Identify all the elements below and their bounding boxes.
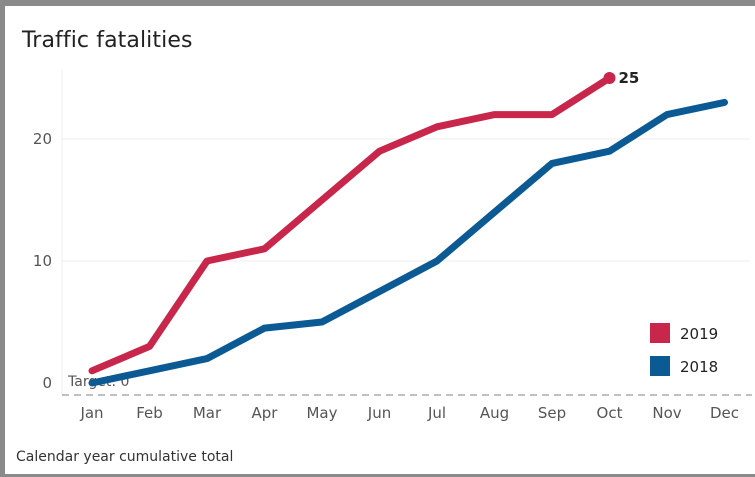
x-tick-label-aug: Aug xyxy=(480,404,509,422)
x-tick-label-sep: Sep xyxy=(538,404,566,422)
x-tick-label-jul: Jul xyxy=(427,404,446,422)
chart-footnote: Calendar year cumulative total xyxy=(16,449,234,465)
end-value-label: 25 xyxy=(619,69,640,87)
legend-label-2019: 2019 xyxy=(680,325,718,343)
x-tick-label-jan: Jan xyxy=(79,404,103,422)
x-axis-ticks: Jan Feb Mar Apr May Jun Jul Aug Sep Oct Nov Dec xyxy=(79,404,739,422)
series-line-2018 xyxy=(88,98,728,387)
x-tick-label-feb: Feb xyxy=(136,404,163,422)
gridlines xyxy=(61,70,750,395)
y-axis-ticks: 0 10 20 xyxy=(33,130,52,392)
series-lines xyxy=(88,74,728,387)
y-tick-label: 10 xyxy=(33,252,52,270)
x-tick-label-mar: Mar xyxy=(193,404,222,422)
chart-title: Traffic fatalities xyxy=(22,28,193,53)
legend-label-2018: 2018 xyxy=(680,358,718,376)
x-tick-label-jun: Jun xyxy=(367,404,391,422)
series-line-2019 xyxy=(88,74,613,375)
x-tick-label-nov: Nov xyxy=(652,404,681,422)
x-tick-label-apr: Apr xyxy=(252,404,279,422)
legend-swatch-2018 xyxy=(650,356,670,376)
x-tick-label-may: May xyxy=(306,404,337,422)
y-tick-label: 0 xyxy=(42,374,52,392)
x-tick-label-dec: Dec xyxy=(710,404,739,422)
legend: 2019 2018 xyxy=(650,323,718,376)
legend-swatch-2019 xyxy=(650,323,670,343)
x-tick-label-oct: Oct xyxy=(597,404,623,422)
y-tick-label: 20 xyxy=(33,130,52,148)
series-2019-end-point xyxy=(603,72,616,84)
